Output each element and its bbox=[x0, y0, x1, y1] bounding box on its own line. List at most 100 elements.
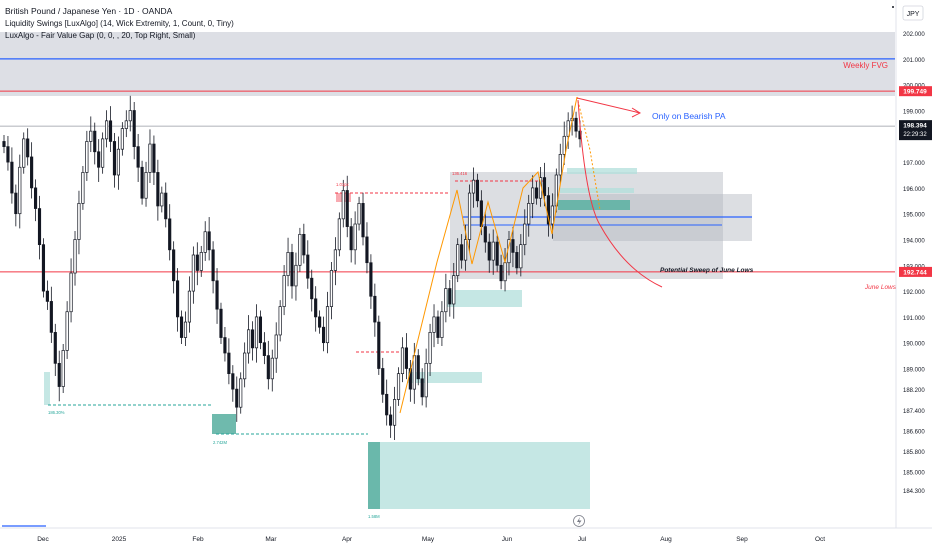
candle-body bbox=[432, 316, 436, 333]
candle-body bbox=[404, 347, 408, 369]
x-tick-label: Sep bbox=[736, 536, 748, 543]
candle-body bbox=[243, 352, 247, 380]
level-label-weekly-fvg: Weekly FVG bbox=[843, 61, 888, 70]
candle-body bbox=[172, 249, 176, 282]
indicator-liquidity-swings[interactable]: Liquidity Swings [LuxAlgo] (14, Wick Ext… bbox=[5, 19, 234, 28]
candle-body bbox=[211, 249, 215, 282]
candle-body bbox=[298, 233, 302, 266]
x-tick-label: 2025 bbox=[112, 536, 127, 543]
price-badge bbox=[899, 86, 932, 97]
candle-body bbox=[523, 223, 527, 246]
x-tick-label: Jun bbox=[502, 536, 513, 543]
candle-body bbox=[400, 347, 405, 375]
candle-body bbox=[18, 166, 22, 215]
candle-body bbox=[85, 141, 89, 173]
fvg-box bbox=[368, 442, 590, 509]
candle-body bbox=[14, 192, 18, 215]
candle-body bbox=[491, 241, 495, 261]
x-tick-label: Jul bbox=[578, 536, 587, 543]
candle-body bbox=[321, 326, 326, 344]
candle-body bbox=[227, 352, 231, 375]
price-badge bbox=[899, 120, 932, 141]
candle-body bbox=[373, 295, 377, 323]
candle-body bbox=[436, 316, 440, 338]
candle-body bbox=[108, 120, 113, 142]
candle-body bbox=[566, 120, 570, 137]
candle-body bbox=[349, 226, 353, 251]
candle-body bbox=[187, 290, 191, 323]
price-badge bbox=[899, 266, 932, 277]
candle-body bbox=[168, 218, 172, 251]
y-tick-label: 185.000 bbox=[903, 471, 925, 477]
y-tick-label: 189.000 bbox=[903, 368, 925, 374]
fvg-box bbox=[560, 188, 634, 193]
candle-body bbox=[124, 120, 128, 129]
candle-body bbox=[460, 244, 464, 261]
candle-body bbox=[254, 316, 259, 349]
swing-label: 1.58M bbox=[368, 514, 380, 519]
menu-dot-icon[interactable] bbox=[892, 6, 894, 8]
drawings-layer: Only on Bearish PA Potential Sweep of Jun… bbox=[48, 61, 897, 519]
candle-body bbox=[77, 203, 81, 240]
y-tick-label: 190.000 bbox=[903, 342, 925, 348]
candle-body bbox=[444, 288, 448, 313]
x-tick-label: Oct bbox=[815, 536, 825, 543]
candle-body bbox=[389, 414, 393, 426]
y-tick-label: 201.000 bbox=[903, 58, 925, 64]
candle-body bbox=[112, 141, 117, 176]
candle-body bbox=[515, 252, 519, 269]
candle-body bbox=[294, 264, 298, 287]
candle-body bbox=[199, 252, 203, 271]
zigzag-path bbox=[399, 96, 578, 414]
price-badge-label: 199.749 bbox=[903, 89, 927, 96]
y-tick-label: 202.000 bbox=[903, 32, 925, 38]
candle-body bbox=[258, 316, 263, 344]
candle-body bbox=[495, 241, 499, 266]
candle-body bbox=[156, 172, 160, 207]
candle-body bbox=[148, 143, 152, 173]
projection-curve bbox=[577, 99, 663, 288]
candle-body bbox=[45, 290, 49, 302]
y-tick-label: 187.400 bbox=[903, 409, 925, 415]
candle-body bbox=[416, 355, 420, 380]
candle-body bbox=[223, 337, 227, 354]
currency-button bbox=[902, 5, 924, 21]
y-tick-label: 191.000 bbox=[903, 316, 925, 322]
candle-body bbox=[26, 138, 30, 158]
y-tick-label: 186.600 bbox=[903, 429, 925, 435]
candle-body bbox=[278, 306, 282, 336]
candle-body bbox=[61, 350, 65, 387]
chart-title: British Pound / Japanese Yen · 1D · OAND… bbox=[5, 6, 173, 16]
candle-body bbox=[262, 342, 266, 356]
fvg-box bbox=[212, 414, 236, 434]
candle-body bbox=[310, 277, 314, 300]
candle-body bbox=[302, 233, 306, 256]
fvg-box bbox=[558, 200, 630, 210]
fvg-box bbox=[567, 168, 637, 174]
candle-body bbox=[65, 311, 69, 351]
candle-body bbox=[542, 177, 547, 196]
y-tick-label: 192.000 bbox=[903, 290, 925, 296]
y-tick-label: 184.300 bbox=[903, 489, 925, 495]
candle-body bbox=[247, 329, 251, 354]
bearish-arrow-line bbox=[576, 97, 641, 114]
x-tick-label: Feb bbox=[192, 536, 204, 543]
candle-body bbox=[37, 208, 42, 246]
candle-body bbox=[381, 368, 385, 395]
candle-body bbox=[424, 362, 428, 398]
indicator-fvg[interactable]: LuxAlgo - Fair Value Gap (0, 0, , 20, To… bbox=[5, 31, 196, 40]
candle-body bbox=[33, 187, 38, 209]
candle-body bbox=[164, 192, 168, 220]
candle-body bbox=[290, 252, 294, 287]
candle-body bbox=[97, 151, 101, 168]
candle-body bbox=[266, 355, 270, 380]
y-tick-label: 197.000 bbox=[903, 161, 925, 167]
candle-body bbox=[475, 179, 479, 202]
candle-body bbox=[160, 192, 164, 207]
candle-body bbox=[152, 143, 156, 173]
candle-body bbox=[128, 110, 132, 122]
price-badge-timer: 22:29:32 bbox=[903, 132, 927, 138]
candle-body bbox=[22, 138, 26, 168]
